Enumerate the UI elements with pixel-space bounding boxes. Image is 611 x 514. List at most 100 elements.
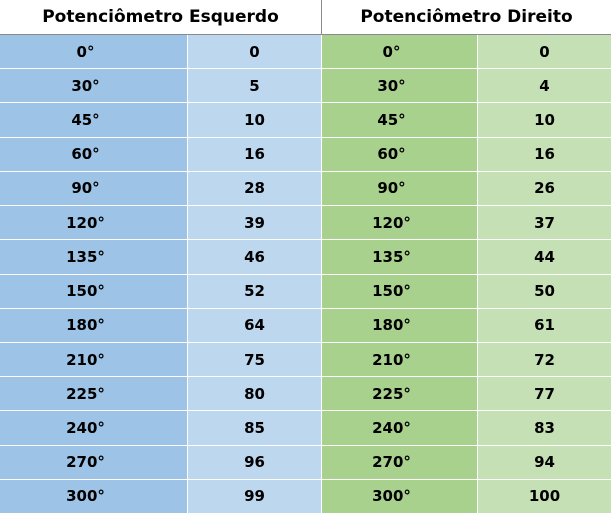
- right-value-cell: 61: [478, 308, 611, 343]
- header-left-potentiometer: Potenciômetro Esquerdo: [0, 0, 322, 35]
- left-value-cell: 96: [188, 445, 322, 480]
- right-value-cell-text: 16: [534, 145, 555, 164]
- left-value-cell-text: 10: [244, 111, 265, 130]
- right-value-cell-text: 100: [528, 487, 561, 506]
- left-angle-cell-text: 90°: [71, 179, 100, 198]
- right-angle-cell: 90°: [322, 171, 478, 207]
- left-angle-cell: 270°: [0, 445, 188, 480]
- right-value-cell-text: 50: [534, 282, 555, 301]
- right-angle-cell-text: 60°: [377, 145, 406, 164]
- left-value-cell-text: 52: [244, 282, 265, 301]
- left-value-cell-text: 0: [249, 42, 260, 61]
- right-angle-cell: 0°: [322, 35, 478, 70]
- left-angle-cell: 240°: [0, 411, 188, 446]
- header-right-potentiometer: Potenciômetro Direito: [322, 0, 611, 35]
- right-value-cell-text: 44: [534, 247, 555, 266]
- left-angle-cell: 90°: [0, 171, 188, 207]
- right-value-cell-text: 94: [534, 453, 555, 472]
- right-angle-cell-text: 135°: [372, 247, 411, 266]
- right-value-cell-text: 83: [534, 418, 555, 437]
- left-angle-cell: 150°: [0, 274, 188, 309]
- right-value-cell-text: 72: [534, 350, 555, 369]
- left-angle-cell: 225°: [0, 377, 188, 412]
- right-angle-cell-text: 270°: [372, 453, 411, 472]
- left-value-cell-text: 28: [244, 179, 265, 198]
- left-value-cell-text: 75: [244, 350, 265, 369]
- right-angle-cell-text: 120°: [372, 213, 411, 232]
- left-value-cell: 0: [188, 35, 322, 70]
- right-angle-cell: 300°: [322, 479, 478, 514]
- right-angle-cell: 210°: [322, 342, 478, 378]
- right-value-cell: 10: [478, 103, 611, 138]
- left-angle-cell-text: 210°: [66, 350, 105, 369]
- right-angle-cell-text: 225°: [372, 384, 411, 403]
- left-value-cell-text: 64: [244, 316, 265, 335]
- left-angle-cell-text: 60°: [71, 145, 100, 164]
- right-value-cell: 100: [478, 479, 611, 514]
- right-angle-cell: 240°: [322, 411, 478, 446]
- left-value-cell-text: 96: [244, 453, 265, 472]
- left-value-cell: 16: [188, 137, 322, 172]
- right-angle-cell-text: 210°: [372, 350, 411, 369]
- left-angle-cell: 30°: [0, 69, 188, 104]
- right-angle-cell-text: 90°: [377, 179, 406, 198]
- right-value-cell: 83: [478, 411, 611, 446]
- left-angle-cell-text: 240°: [66, 418, 105, 437]
- right-value-cell-text: 37: [534, 213, 555, 232]
- left-value-cell-text: 99: [244, 487, 265, 506]
- right-angle-cell: 30°: [322, 69, 478, 104]
- right-angle-cell: 150°: [322, 274, 478, 309]
- left-value-cell: 39: [188, 206, 322, 241]
- right-angle-cell-text: 300°: [372, 487, 411, 506]
- left-value-cell: 75: [188, 342, 322, 378]
- left-angle-cell: 60°: [0, 137, 188, 172]
- right-value-cell: 37: [478, 206, 611, 241]
- right-value-cell-text: 26: [534, 179, 555, 198]
- right-value-cell: 4: [478, 69, 611, 104]
- left-angle-cell: 120°: [0, 206, 188, 241]
- left-angle-cell-text: 0°: [76, 42, 95, 61]
- left-angle-cell-text: 30°: [71, 76, 100, 95]
- right-angle-cell: 270°: [322, 445, 478, 480]
- left-angle-cell: 135°: [0, 240, 188, 275]
- left-value-cell-text: 16: [244, 145, 265, 164]
- right-value-cell-text: 77: [534, 384, 555, 403]
- right-value-cell: 26: [478, 171, 611, 207]
- left-angle-cell: 210°: [0, 342, 188, 378]
- left-angle-cell: 180°: [0, 308, 188, 343]
- right-value-cell: 0: [478, 35, 611, 70]
- right-angle-cell: 45°: [322, 103, 478, 138]
- left-angle-cell: 0°: [0, 35, 188, 70]
- left-value-cell-text: 80: [244, 384, 265, 403]
- left-angle-cell-text: 300°: [66, 487, 105, 506]
- right-value-cell: 72: [478, 342, 611, 378]
- right-angle-cell-text: 30°: [377, 76, 406, 95]
- right-angle-cell: 135°: [322, 240, 478, 275]
- right-angle-cell-text: 45°: [377, 111, 406, 130]
- right-angle-cell-text: 240°: [372, 418, 411, 437]
- left-value-cell-text: 39: [244, 213, 265, 232]
- left-value-cell: 52: [188, 274, 322, 309]
- right-value-cell-text: 10: [534, 111, 555, 130]
- left-angle-cell-text: 180°: [66, 316, 105, 335]
- left-angle-cell-text: 150°: [66, 282, 105, 301]
- left-value-cell: 99: [188, 479, 322, 514]
- right-value-cell-text: 4: [539, 76, 550, 95]
- right-value-cell: 44: [478, 240, 611, 275]
- right-angle-cell-text: 180°: [372, 316, 411, 335]
- left-value-cell: 64: [188, 308, 322, 343]
- left-angle-cell-text: 135°: [66, 247, 105, 266]
- right-angle-cell-text: 150°: [372, 282, 411, 301]
- left-value-cell: 85: [188, 411, 322, 446]
- right-angle-cell: 60°: [322, 137, 478, 172]
- left-angle-cell-text: 270°: [66, 453, 105, 472]
- left-angle-cell-text: 45°: [71, 111, 100, 130]
- left-value-cell: 10: [188, 103, 322, 138]
- right-angle-cell: 180°: [322, 308, 478, 343]
- left-value-cell-text: 5: [249, 76, 260, 95]
- right-value-cell: 77: [478, 377, 611, 412]
- left-angle-cell-text: 120°: [66, 213, 105, 232]
- right-angle-cell: 120°: [322, 206, 478, 241]
- right-value-cell-text: 61: [534, 316, 555, 335]
